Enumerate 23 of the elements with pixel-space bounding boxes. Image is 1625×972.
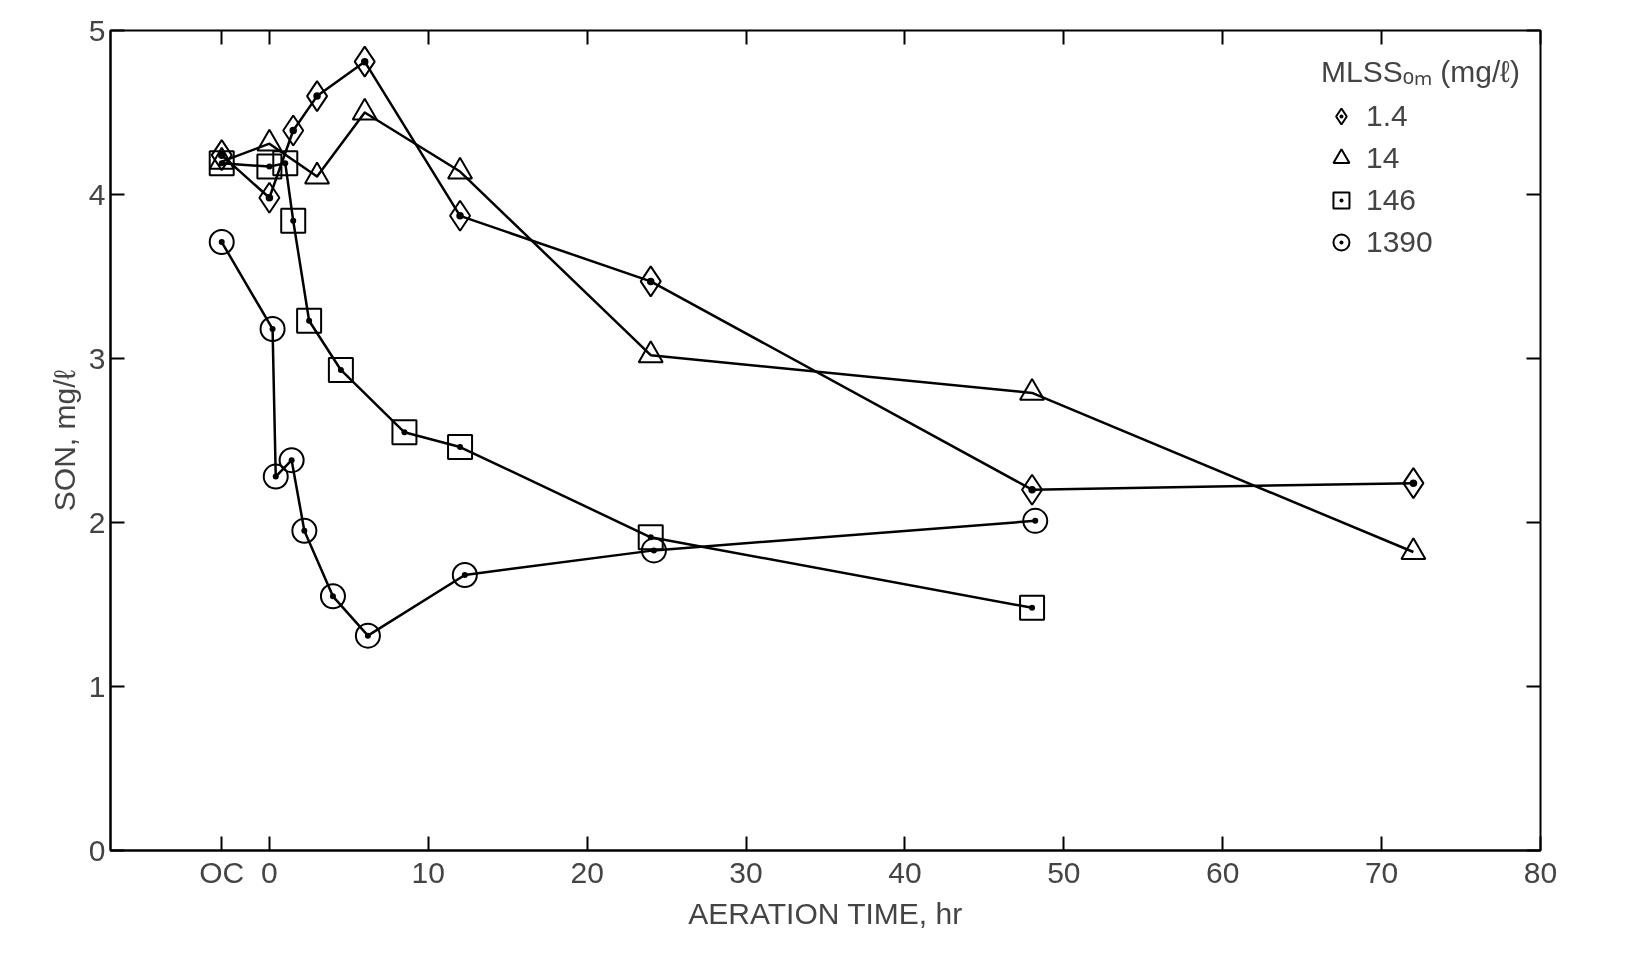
x-tick-label: 10 <box>411 855 445 889</box>
x-tick-label: 70 <box>1364 855 1399 889</box>
y-tick-label: 4 <box>88 177 106 211</box>
x-tick-label: 60 <box>1206 855 1240 889</box>
x-tick-label: 80 <box>1523 855 1558 889</box>
y-tick-label: 3 <box>88 341 106 375</box>
y-tick-label: 5 <box>88 13 106 47</box>
legend-label: 1.4 <box>1365 99 1408 133</box>
x-tick-label: 30 <box>729 855 763 889</box>
legend-label: 14 <box>1365 141 1400 175</box>
y-tick-label: 0 <box>88 833 106 867</box>
x-axis-title: AERATION TIME, hr <box>688 896 963 930</box>
x-tick-label: OC <box>199 855 245 889</box>
x-tick-label: 40 <box>888 855 922 889</box>
x-tick-label: 50 <box>1047 855 1081 889</box>
legend-title: MLSSₒₘ (mg/ℓ) <box>1320 54 1520 90</box>
y-axis-title: SON, mg/ℓ <box>47 369 81 512</box>
legend-label: 146 <box>1365 183 1417 217</box>
x-tick-label: 20 <box>570 855 604 889</box>
y-tick-label: 2 <box>88 505 106 539</box>
x-tick-label: 0 <box>261 855 278 889</box>
legend-label: 1390 <box>1365 225 1433 259</box>
y-tick-label: 1 <box>88 669 106 703</box>
